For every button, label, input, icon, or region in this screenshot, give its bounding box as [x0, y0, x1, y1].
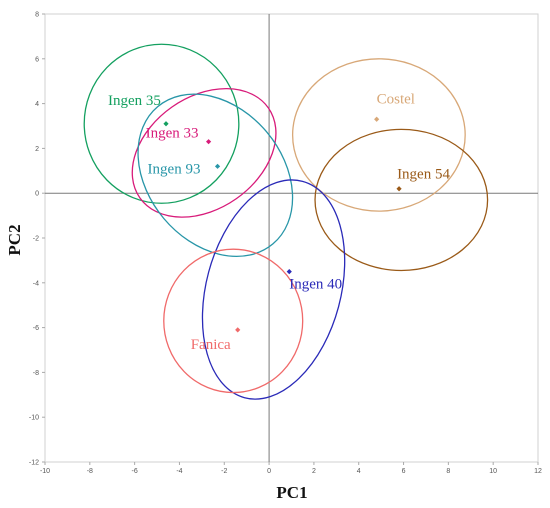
y-tick-label: -2: [33, 236, 39, 243]
x-tick-label: 4: [357, 468, 361, 475]
centroid-marker-costel: [374, 116, 380, 122]
plot-frame: [44, 13, 539, 463]
y-tick-label: 8: [35, 12, 39, 19]
y-tick-label: -12: [29, 460, 39, 467]
confidence-ellipse-costel: [291, 58, 466, 212]
x-tick-label: 8: [446, 468, 450, 475]
y-axis-title: PC2: [5, 224, 24, 255]
centroid-marker-ingen-35: [163, 121, 169, 127]
centroid-marker-ingen-33: [205, 139, 212, 145]
centroid-marker-ingen-54: [396, 186, 402, 192]
y-tick-label: -6: [33, 325, 39, 332]
y-tick-label: 0: [35, 191, 39, 198]
y-tick-label: 2: [35, 146, 39, 153]
centroid-label-ingen-54: Ingen 54: [397, 167, 450, 183]
confidence-ellipse-ingen-54: [314, 128, 489, 272]
x-tick-label: 6: [402, 468, 406, 475]
confidence-ellipse-fanica: [163, 248, 304, 394]
centroid-marker-ingen-93: [214, 163, 221, 169]
centroid-label-costel: Costel: [377, 91, 415, 107]
x-tick-label: 0: [267, 468, 271, 475]
confidence-ellipse-ingen-33: [131, 87, 277, 218]
centroid-label-ingen-93: Ingen 93: [148, 161, 201, 177]
centroid-label-ingen-33: Ingen 33: [146, 126, 199, 142]
y-tick-label: 4: [35, 101, 39, 108]
x-tick-label: -10: [40, 468, 50, 475]
x-tick-label: -2: [221, 468, 227, 475]
confidence-ellipse-ingen-35: [83, 43, 240, 204]
x-axis-title: PC1: [276, 483, 307, 502]
centroid-label-fanica: Fanica: [191, 337, 231, 353]
y-tick-label: 6: [35, 56, 39, 63]
y-tick-label: -8: [33, 370, 39, 377]
centroid-marker-ingen-40: [286, 269, 292, 275]
centroid-marker-fanica: [235, 327, 241, 333]
y-tick-label: -4: [33, 280, 39, 287]
y-tick-label: -10: [29, 415, 39, 422]
centroid-label-ingen-35: Ingen 35: [108, 93, 161, 109]
x-tick-label: 10: [489, 468, 497, 475]
confidence-ellipse-ingen-40: [201, 179, 346, 400]
centroid-label-ingen-40: Ingen 40: [289, 277, 342, 293]
x-tick-label: 2: [312, 468, 316, 475]
x-tick-label: -4: [176, 468, 182, 475]
x-tick-label: 12: [534, 468, 542, 475]
confidence-ellipse-ingen-93: [137, 93, 294, 258]
x-tick-label: -8: [87, 468, 93, 475]
x-tick-label: -6: [132, 468, 138, 475]
